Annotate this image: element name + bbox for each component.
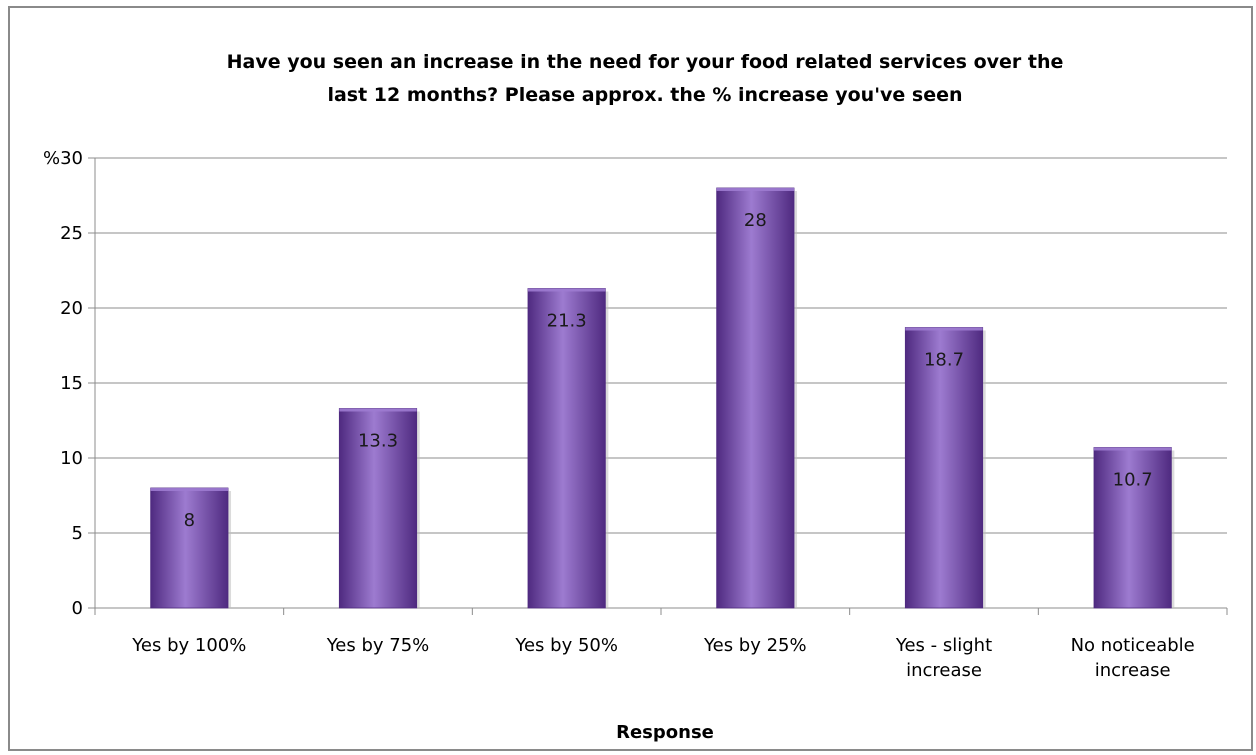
chart-frame: Have you seen an increase in the need fo… xyxy=(8,6,1253,751)
bar-top-highlight xyxy=(339,408,417,412)
chart-title-line: last 12 months? Please approx. the % inc… xyxy=(327,84,962,106)
y-tick-label: 5 xyxy=(72,523,83,544)
chart-title: Have you seen an increase in the need fo… xyxy=(227,51,1064,106)
y-tick-label: 0 xyxy=(72,598,83,619)
y-tick-label: %30 xyxy=(43,148,83,169)
bar-top-highlight xyxy=(150,488,229,491)
bar-value-label: 21.3 xyxy=(547,311,587,332)
bar-top-highlight xyxy=(905,327,983,331)
bar-value-label: 28 xyxy=(744,210,767,231)
bar-value-label: 13.3 xyxy=(358,431,398,452)
y-tick-label: 25 xyxy=(60,223,83,244)
y-tick-label: 10 xyxy=(60,448,83,469)
x-category-label: Yes by 25% xyxy=(703,635,807,656)
x-category-label: No noticeable xyxy=(1071,635,1195,656)
gridlines xyxy=(95,157,1227,534)
bar-value-label: 10.7 xyxy=(1113,470,1153,491)
bar-value-label: 8 xyxy=(184,510,195,531)
bar-chart: Have you seen an increase in the need fo… xyxy=(43,51,1228,743)
bar-value-label: 18.7 xyxy=(924,350,964,371)
bars xyxy=(150,187,1175,609)
x-category-label: Yes by 50% xyxy=(514,635,618,656)
bar xyxy=(904,327,984,609)
x-category-label: Yes by 100% xyxy=(131,635,246,656)
bar xyxy=(1093,447,1172,609)
y-tick-label: 20 xyxy=(60,298,83,319)
bar xyxy=(150,487,229,609)
labels: 8 Yes by 100% 13.3 Yes by 75% 21.3 Yes by 50%… xyxy=(131,210,1194,743)
x-category-label: increase xyxy=(1095,660,1171,681)
x-category-label: increase xyxy=(906,660,982,681)
x-axis-title: Response xyxy=(616,722,714,743)
bar xyxy=(338,408,418,609)
y-tick-label: 15 xyxy=(60,373,83,394)
bar xyxy=(716,187,795,609)
axes: 0 5 10 15 20 25 %30 xyxy=(43,148,1228,619)
bar-top-highlight xyxy=(716,188,795,191)
bar-top-highlight xyxy=(1093,447,1172,451)
x-category-label: Yes - slight xyxy=(895,635,992,656)
chart-title-line: Have you seen an increase in the need fo… xyxy=(227,51,1064,73)
bar-top-highlight xyxy=(527,288,606,292)
x-category-label: Yes by 75% xyxy=(326,635,430,656)
bar xyxy=(527,288,606,609)
